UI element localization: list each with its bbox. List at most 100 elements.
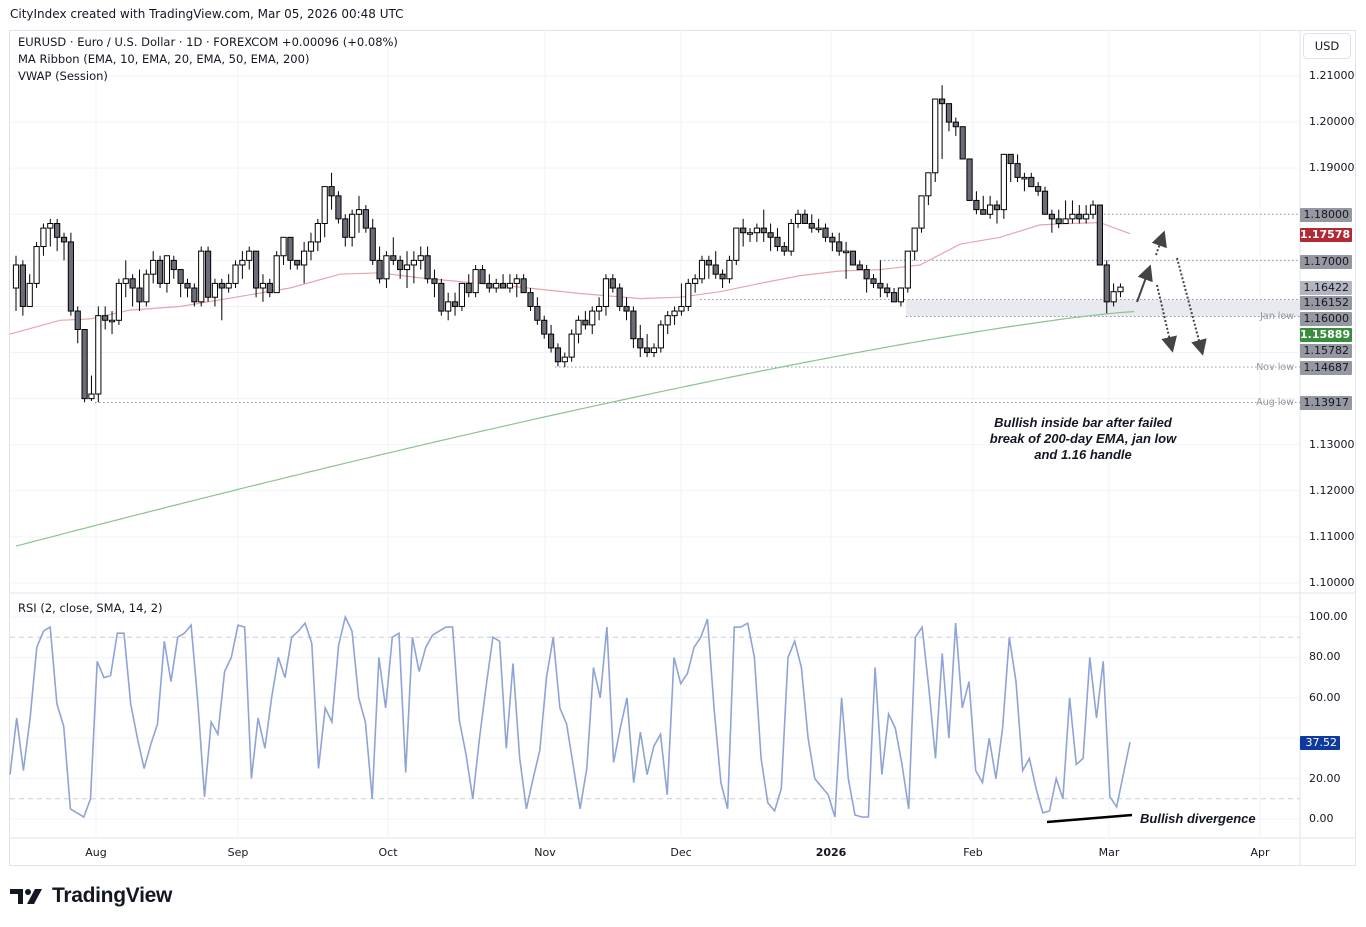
bearish-candle	[486, 282, 493, 289]
bullish-candle	[726, 259, 733, 280]
bearish-candle	[465, 282, 472, 294]
bearish-candle	[836, 241, 843, 252]
bearish-candle	[342, 218, 349, 238]
bullish-candle	[301, 250, 308, 266]
bearish-candle	[170, 259, 177, 271]
bullish-candle	[506, 282, 514, 289]
rsi-tick-label: 80.00	[1309, 650, 1341, 664]
bearish-candle	[1014, 163, 1021, 178]
bullish-candle	[650, 347, 658, 354]
divergence-trendline	[1046, 813, 1133, 824]
bearish-candle	[1048, 213, 1055, 220]
price-tag: 1.14687	[1300, 361, 1352, 375]
bearish-candle	[54, 222, 61, 238]
bullish-candle	[1021, 176, 1028, 180]
bearish-candle	[884, 287, 891, 294]
bearish-candle	[637, 338, 644, 349]
bullish-candle	[1083, 213, 1090, 220]
bearish-candle	[993, 204, 1001, 211]
price-tag: 1.15889	[1300, 328, 1352, 342]
ma-ribbon-legend[interactable]: MA Ribbon (EMA, 10, EMA, 20, EMA, 50, EM…	[18, 52, 310, 66]
bullish-candle	[657, 324, 664, 349]
price-tag: 1.18000	[1300, 208, 1352, 222]
bearish-candle	[129, 278, 136, 289]
time-tick-label: Dec	[670, 846, 692, 859]
price-tag: 1.15782	[1300, 344, 1352, 358]
bullish-candle	[211, 282, 219, 298]
price-tick-label: 1.11000	[1309, 529, 1355, 543]
bullish-candle	[692, 278, 699, 284]
vwap-legend[interactable]: VWAP (Session)	[18, 69, 108, 83]
bearish-candle	[102, 315, 109, 321]
time-tick-label: Feb	[963, 846, 983, 859]
bearish-candle	[451, 301, 459, 307]
bearish-candle	[424, 255, 431, 280]
time-tick-label: Apr	[1250, 846, 1270, 859]
bearish-candle	[630, 310, 637, 340]
price-tag: 1.17000	[1300, 255, 1352, 269]
bullish-candle	[1000, 153, 1007, 211]
bearish-candle	[760, 227, 767, 234]
tradingview-logo-text: TradingView	[52, 884, 173, 907]
bearish-candle	[1007, 153, 1014, 165]
bullish-candle	[307, 241, 315, 252]
bearish-candle	[527, 292, 534, 307]
time-tick-label: Mar	[1098, 846, 1120, 859]
bullish-candle	[280, 236, 287, 257]
bullish-candle	[575, 319, 582, 335]
bullish-candle	[321, 186, 328, 224]
rsi-tick-label: 60.00	[1309, 690, 1341, 704]
bearish-candle	[19, 264, 26, 307]
bullish-candle	[88, 393, 95, 400]
bearish-candle	[328, 186, 335, 197]
bullish-candle	[918, 195, 925, 229]
tradingview-logo-icon	[10, 889, 42, 904]
bullish-candle	[355, 209, 363, 215]
jan-low-zone	[906, 299, 1300, 317]
bearish-candle	[705, 259, 712, 266]
bearish-candle	[156, 259, 164, 284]
bearish-candle	[822, 227, 829, 238]
price-tick-label: 1.20000	[1309, 115, 1355, 129]
rsi-tick-label: 100.00	[1309, 610, 1348, 623]
bullish-candle	[794, 213, 802, 224]
bullish-candle	[1062, 218, 1069, 224]
bearish-candle	[1028, 176, 1035, 188]
bullish-candle	[225, 282, 232, 289]
bearish-candle	[781, 246, 788, 252]
inside-bar-annotation: Bullish inside bar after failed break of…	[989, 415, 1177, 462]
bullish-candle	[163, 255, 171, 284]
bearish-candle	[204, 250, 212, 298]
bearish-candle	[1076, 213, 1083, 220]
currency-button[interactable]: USD	[1303, 33, 1351, 59]
bullish-candle	[513, 278, 520, 284]
dotted-up-arrow	[1151, 230, 1167, 256]
bearish-candle	[218, 282, 225, 289]
bullish-candle	[26, 282, 33, 307]
chart-frame	[9, 30, 1356, 866]
bullish-candle	[12, 264, 20, 289]
bullish-candle	[259, 282, 267, 289]
bearish-candle	[616, 287, 623, 307]
ema-200-line	[15, 311, 1135, 547]
symbol-legend[interactable]: EURUSD · Euro / U.S. Dollar · 1D · FOREX…	[18, 35, 398, 49]
bearish-candle	[390, 255, 397, 261]
bearish-candle	[67, 241, 74, 312]
bullish-candle	[788, 222, 795, 252]
time-tick-label: Sep	[227, 846, 249, 859]
rsi-tick-label: 0.00	[1309, 812, 1334, 825]
bullish-candle	[403, 264, 411, 271]
bullish-candle	[445, 301, 452, 312]
bearish-candle	[980, 209, 987, 215]
bullish-candle	[678, 305, 685, 312]
bullish-candle	[671, 310, 678, 317]
price-tag: 1.13917	[1300, 396, 1352, 410]
tradingview-logo[interactable]: TradingView	[10, 884, 172, 908]
time-tick-label: Oct	[378, 846, 398, 859]
time-tick-label: 2026	[815, 846, 847, 859]
rsi-legend[interactable]: RSI (2, close, SMA, 14, 2)	[18, 601, 163, 615]
bearish-candle	[287, 236, 294, 261]
bullish-candle	[842, 250, 850, 254]
bullish-candle	[232, 264, 239, 284]
